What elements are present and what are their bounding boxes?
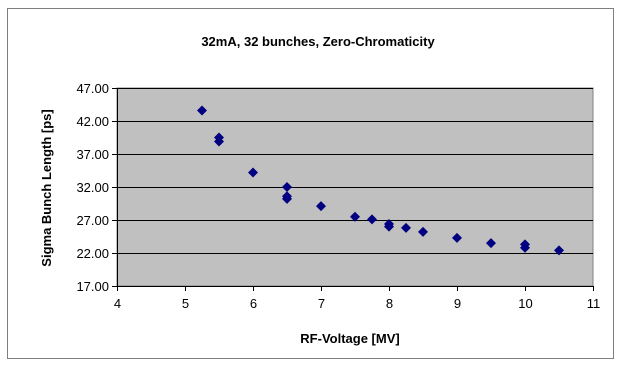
data-point [401, 222, 411, 233]
x-tick-label: 5 [182, 296, 189, 311]
x-tick-label: 10 [518, 296, 532, 311]
data-point [554, 245, 564, 256]
data-point [486, 238, 496, 249]
x-axis-label: RF-Voltage [MV] [300, 331, 399, 346]
y-axis-label: Sigma Bunch Length [ps] [39, 109, 54, 266]
x-tick-label: 4 [114, 296, 121, 311]
x-tick-label: 6 [250, 296, 257, 311]
x-tick-label: 11 [587, 296, 601, 311]
y-tick-label: 42.00 [76, 114, 109, 129]
data-point [384, 221, 394, 232]
y-tick-label: 37.00 [76, 147, 109, 162]
y-tick-label: 47.00 [76, 81, 109, 96]
data-point [248, 167, 258, 178]
data-point [214, 136, 224, 147]
y-tick-label: 27.00 [76, 213, 109, 228]
x-tick-label: 9 [454, 296, 461, 311]
y-tick-label: 32.00 [76, 180, 109, 195]
data-point [282, 193, 292, 204]
x-tick-label: 7 [318, 296, 325, 311]
data-point [520, 242, 530, 253]
data-point [452, 232, 462, 243]
y-tick-label: 17.00 [76, 279, 109, 294]
y-tick-label: 22.00 [76, 246, 109, 261]
data-point [350, 211, 360, 222]
data-point [316, 201, 326, 212]
data-point [418, 226, 428, 237]
data-point [197, 105, 207, 116]
data-point [367, 214, 377, 225]
chart-title: 32mA, 32 bunches, Zero-Chromaticity [201, 34, 435, 49]
x-tick-label: 8 [386, 296, 393, 311]
data-point [282, 182, 292, 192]
